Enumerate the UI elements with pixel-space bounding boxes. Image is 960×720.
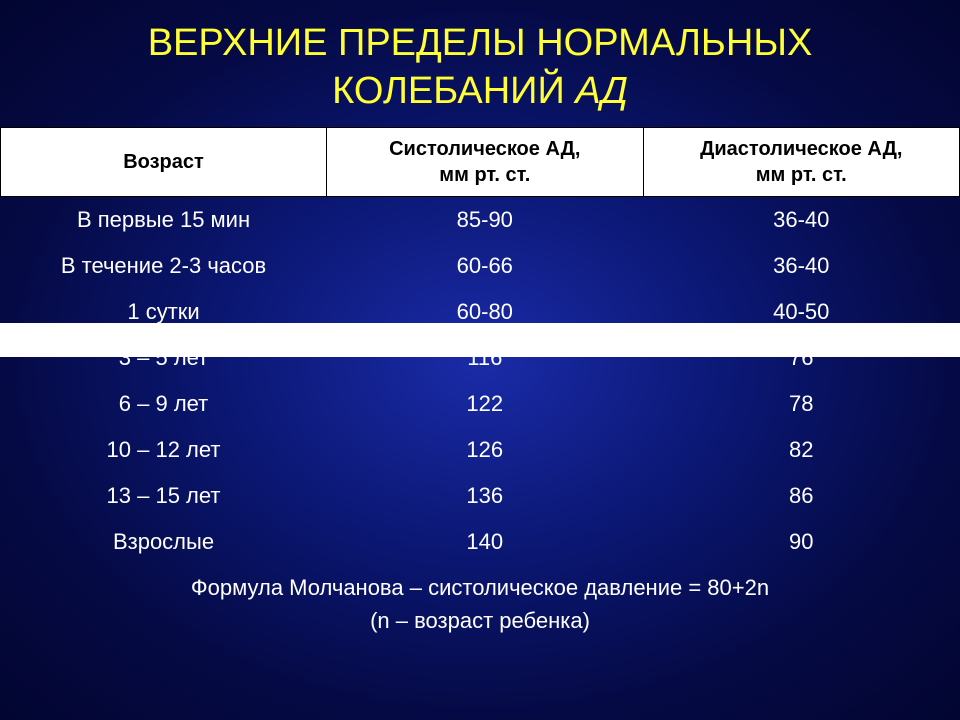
cell-sys: 85-90	[327, 197, 643, 244]
cell-dia: 82	[643, 427, 959, 473]
title-line2-plain: КОЛЕБАНИЙ	[332, 70, 575, 112]
bp-table: Возраст Систолическое АД, мм рт. ст. Диа…	[0, 127, 960, 565]
cell-dia: 40-50	[643, 289, 959, 335]
cell-dia: 90	[643, 519, 959, 565]
cell-age: В течение 2-3 часов	[1, 243, 327, 289]
table-row: 10 – 12 лет 126 82	[1, 427, 960, 473]
table-wrap: Возраст Систолическое АД, мм рт. ст. Диа…	[0, 127, 960, 565]
cell-dia: 36-40	[643, 243, 959, 289]
table-row: 6 – 9 лет 122 78	[1, 381, 960, 427]
title-line1: ВЕРХНИЕ ПРЕДЕЛЫ НОРМАЛЬНЫХ	[148, 22, 813, 64]
cell-dia: 78	[643, 381, 959, 427]
col-diastolic: Диастолическое АД, мм рт. ст.	[643, 128, 959, 197]
formula-line2: (n – возраст ребенка)	[370, 608, 590, 633]
col-systolic: Систолическое АД, мм рт. ст.	[327, 128, 643, 197]
table-row: Взрослые 140 90	[1, 519, 960, 565]
cell-dia: 36-40	[643, 197, 959, 244]
cell-age: 10 – 12 лет	[1, 427, 327, 473]
cell-sys: 116	[327, 335, 643, 381]
col-systolic-label: Систолическое АД,	[389, 138, 580, 160]
cell-sys: 140	[327, 519, 643, 565]
col-age-label: Возраст	[123, 151, 204, 173]
cell-dia: 76	[643, 335, 959, 381]
cell-sys: 122	[327, 381, 643, 427]
cell-age: 6 – 9 лет	[1, 381, 327, 427]
col-age: Возраст	[1, 128, 327, 197]
formula-block: Формула Молчанова – систолическое давлен…	[0, 571, 960, 637]
table-row: 1 сутки 60-80 40-50	[1, 289, 960, 335]
slide: ВЕРХНИЕ ПРЕДЕЛЫ НОРМАЛЬНЫХ КОЛЕБАНИЙ АД …	[0, 0, 960, 720]
cell-sys: 136	[327, 473, 643, 519]
cell-age: 1 сутки	[1, 289, 327, 335]
table-row: 3 – 5 лет 116 76	[1, 335, 960, 381]
cell-dia: 86	[643, 473, 959, 519]
title-line2-italic: АД	[575, 70, 628, 112]
slide-title: ВЕРХНИЕ ПРЕДЕЛЫ НОРМАЛЬНЫХ КОЛЕБАНИЙ АД	[0, 0, 960, 115]
cell-sys: 60-80	[327, 289, 643, 335]
col-systolic-sub: мм рт. ст.	[333, 162, 636, 188]
table-header-row: Возраст Систолическое АД, мм рт. ст. Диа…	[1, 128, 960, 197]
col-diastolic-sub: мм рт. ст.	[650, 162, 953, 188]
table-row: В первые 15 мин 85-90 36-40	[1, 197, 960, 244]
cell-age: Взрослые	[1, 519, 327, 565]
cell-age: 3 – 5 лет	[1, 335, 327, 381]
col-diastolic-label: Диастолическое АД,	[700, 138, 902, 160]
cell-age: 13 – 15 лет	[1, 473, 327, 519]
cell-sys: 126	[327, 427, 643, 473]
cell-sys: 60-66	[327, 243, 643, 289]
table-row: В течение 2-3 часов 60-66 36-40	[1, 243, 960, 289]
formula-line1: Формула Молчанова – систолическое давлен…	[191, 575, 769, 600]
table-row: 13 – 15 лет 136 86	[1, 473, 960, 519]
cell-age: В первые 15 мин	[1, 197, 327, 244]
